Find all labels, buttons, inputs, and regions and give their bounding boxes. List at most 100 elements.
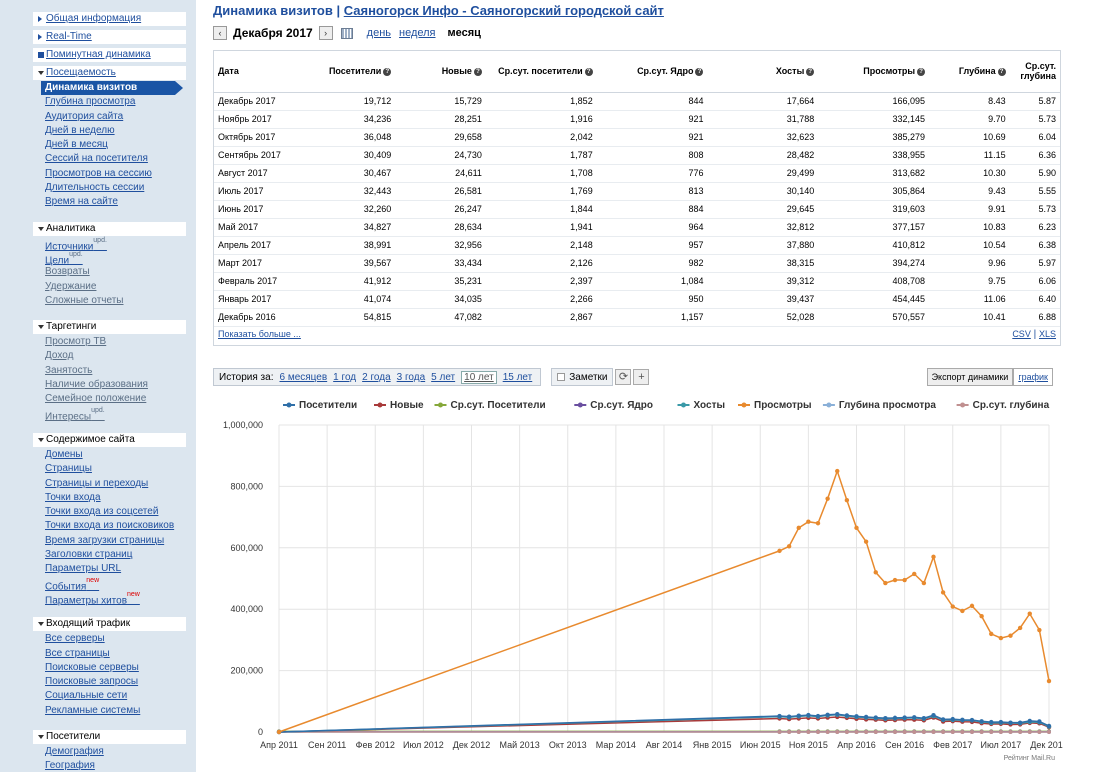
column-header[interactable]: Ср.сут. посетители?: [485, 51, 597, 93]
sidebar-link[interactable]: География: [45, 759, 186, 772]
sidebar-link[interactable]: Заголовки страниц: [45, 548, 186, 562]
sidebar-link[interactable]: Все страницы: [45, 647, 186, 661]
sidebar-link[interactable]: Рекламные системы: [45, 704, 186, 718]
column-header[interactable]: Хосты?: [707, 51, 819, 93]
sidebar-section-items: Все серверы Все страницы Поисковые серверы…: [33, 631, 186, 722]
sidebar-link[interactable]: Интересыupd.: [45, 407, 186, 422]
sidebar-link[interactable]: Точки входа: [45, 491, 186, 505]
site-link[interactable]: Саяногорск Инфо - Саяногорский городской…: [343, 3, 664, 18]
sidebar-link[interactable]: Параметры хитовnew: [45, 591, 186, 606]
sidebar-link[interactable]: Время загрузки страницы: [45, 534, 186, 548]
sidebar-link-label: Время загрузки страницы: [45, 534, 165, 546]
sidebar-section-1[interactable]: Аналитика: [33, 221, 186, 236]
sidebar-link[interactable]: Дней в неделю: [45, 124, 186, 138]
history-period-link[interactable]: 15 лет: [502, 371, 533, 383]
history-bar: История за: 6 месяцев 1 год 2 года 3 года 5 …: [213, 368, 650, 386]
sidebar-link[interactable]: Домены: [45, 448, 186, 462]
sidebar-link[interactable]: Сложные отчеты: [45, 294, 186, 308]
calendar-icon[interactable]: [340, 27, 353, 39]
table-cell: 9.96: [929, 254, 1010, 273]
help-icon[interactable]: ?: [383, 67, 392, 76]
notes-checkbox[interactable]: [557, 373, 566, 381]
refresh-icon[interactable]: ⟳: [615, 369, 632, 385]
export-csv-link[interactable]: CSV: [1012, 329, 1031, 339]
sidebar-link[interactable]: Точки входа из соцсетей: [45, 505, 186, 519]
add-icon[interactable]: +: [633, 369, 650, 385]
sidebar-link[interactable]: Целиupd.: [45, 251, 186, 266]
sidebar-link[interactable]: Страницы: [45, 462, 186, 476]
help-icon[interactable]: ?: [695, 67, 704, 76]
column-header[interactable]: Ср.сут. глубина: [1009, 51, 1060, 93]
history-period-link[interactable]: 3 года: [396, 371, 426, 383]
history-period-link[interactable]: 5 лет: [431, 371, 456, 383]
sidebar-section-0[interactable]: Посещаемость: [33, 66, 186, 80]
period-month-current: месяц: [447, 27, 481, 39]
sidebar-link[interactable]: Социальные сети: [45, 689, 186, 703]
chart-export-link[interactable]: график: [1013, 368, 1053, 386]
sidebar-link[interactable]: Все серверы: [45, 632, 186, 646]
sidebar-link[interactable]: Наличие образования: [45, 378, 186, 392]
sidebar-link[interactable]: Событияnew: [45, 577, 186, 592]
column-header[interactable]: Посетители?: [304, 51, 396, 93]
table-footer: Показать больше ... CSV | XLS: [218, 329, 1056, 341]
column-header[interactable]: Дата: [214, 51, 305, 93]
export-xls-link[interactable]: XLS: [1038, 329, 1056, 339]
table-cell: 957: [596, 236, 708, 255]
sidebar-item-minute[interactable]: Поминутная динамика: [33, 48, 186, 62]
sidebar-link[interactable]: Страницы и переходы: [45, 477, 186, 491]
sidebar-link-label: Заголовки страниц: [45, 549, 133, 561]
sidebar-section-2[interactable]: Таргетинги: [33, 320, 186, 335]
sidebar-section-4[interactable]: Входящий трафик: [33, 617, 186, 632]
sidebar-link[interactable]: Демография: [45, 745, 186, 759]
sidebar-item-general[interactable]: Общая информация: [33, 12, 186, 26]
help-icon[interactable]: ?: [917, 67, 926, 76]
sidebar-section-5[interactable]: Посетители: [33, 729, 186, 744]
sidebar-link[interactable]: Источникиupd.: [45, 237, 186, 252]
sidebar-section-3[interactable]: Содержимое сайта: [33, 432, 186, 447]
help-icon[interactable]: ?: [806, 67, 815, 76]
column-header[interactable]: Новые?: [395, 51, 486, 93]
sidebar-link[interactable]: Длительность сессии: [45, 181, 186, 195]
column-header[interactable]: Глубина?: [929, 51, 1010, 93]
sidebar-link[interactable]: Дней в месяц: [45, 138, 186, 152]
history-period-link[interactable]: 1 год: [333, 371, 357, 383]
sidebar-link[interactable]: Семейное положение: [45, 392, 186, 406]
history-period-link[interactable]: 10 лет: [461, 370, 497, 384]
sidebar-link[interactable]: Просмотр ТВ: [45, 335, 186, 349]
history-period-link[interactable]: 6 месяцев: [279, 371, 328, 383]
sidebar-link[interactable]: Занятость: [45, 364, 186, 378]
sidebar-link[interactable]: Параметры URL: [45, 562, 186, 576]
column-header[interactable]: Просмотры?: [818, 51, 930, 93]
export-dynamics-button[interactable]: Экспорт динамики: [926, 368, 1014, 386]
next-month-button[interactable]: ›: [318, 26, 333, 40]
sidebar-link[interactable]: Возвраты: [45, 265, 186, 279]
sidebar-link[interactable]: Время на сайте: [45, 195, 186, 209]
help-icon[interactable]: ?: [997, 67, 1006, 76]
show-more-link[interactable]: Показать больше ...: [218, 329, 301, 339]
notes-toggle[interactable]: Заметки: [551, 368, 614, 386]
sidebar-link[interactable]: Удержание: [45, 280, 186, 294]
column-header[interactable]: Ср.сут. Ядро?: [596, 51, 708, 93]
sidebar-link[interactable]: Просмотров на сессию: [45, 167, 186, 181]
sidebar-item-realtime[interactable]: Real-Time: [33, 30, 186, 44]
data-point: [806, 712, 811, 718]
data-point: [883, 580, 888, 586]
sidebar-link[interactable]: Сессий на посетителя: [45, 152, 186, 166]
sidebar-link[interactable]: Поисковые запросы: [45, 675, 186, 689]
legend-marker-dot: [960, 402, 966, 408]
prev-month-button[interactable]: ‹: [213, 26, 227, 40]
sidebar-link[interactable]: Глубина просмотра: [45, 95, 186, 109]
period-week-link[interactable]: неделя: [399, 27, 436, 39]
help-icon[interactable]: ?: [473, 67, 482, 76]
table-cell: Март 2017: [214, 254, 305, 273]
sidebar-link[interactable]: Доход: [45, 349, 186, 363]
period-day-link[interactable]: день: [366, 27, 392, 39]
sidebar-link[interactable]: Аудитория сайта: [45, 110, 186, 124]
sidebar-link[interactable]: Динамика визитов: [41, 81, 183, 96]
sidebar-link[interactable]: Поисковые серверы: [45, 661, 186, 675]
sidebar-section-items: Источникиupd. Целиupd. Возвраты Удержание Сл…: [33, 236, 186, 312]
help-icon[interactable]: ?: [584, 67, 593, 76]
table-cell: 6.40: [1009, 290, 1060, 309]
sidebar-link[interactable]: Точки входа из поисковиков: [45, 519, 186, 533]
history-period-link[interactable]: 2 года: [362, 371, 391, 383]
